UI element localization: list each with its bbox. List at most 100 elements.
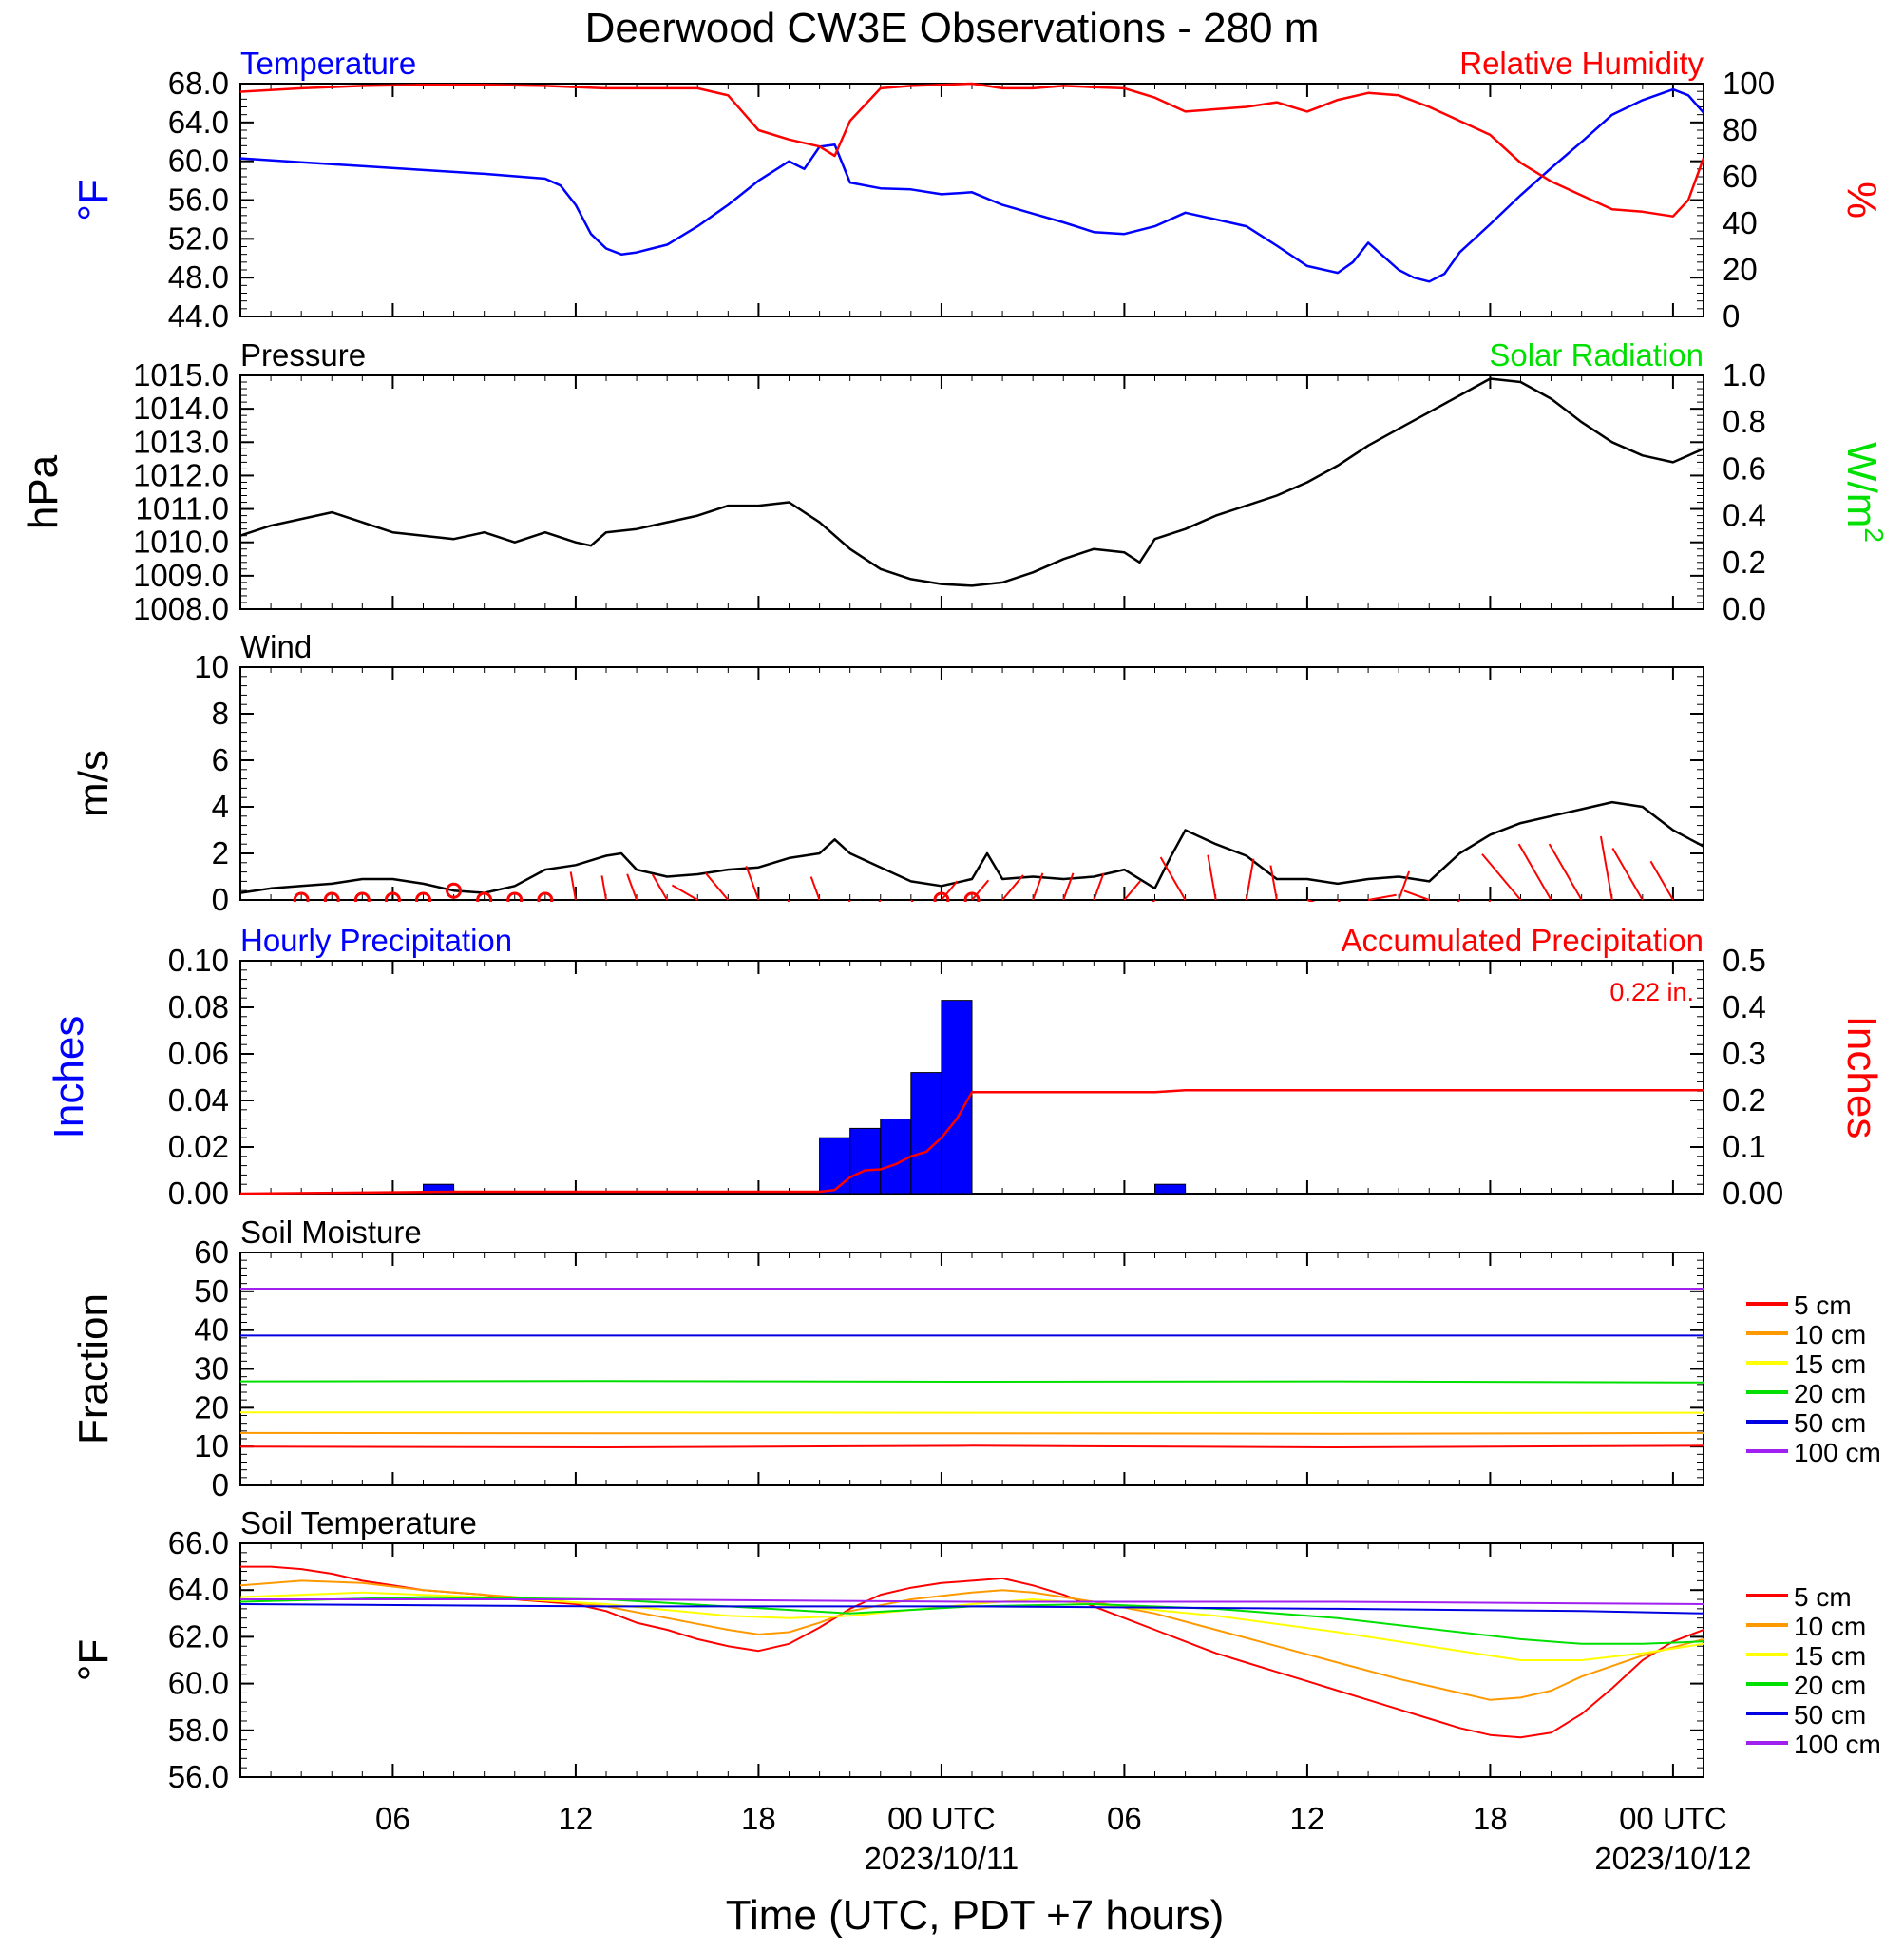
series-line: [240, 1596, 1704, 1645]
series-line: [240, 87, 1704, 283]
precip-bar: [423, 1183, 455, 1195]
x-date-label: 2023/10/11: [865, 1841, 1019, 1876]
series-line: [240, 1598, 1704, 1605]
series-line: [240, 1411, 1704, 1414]
precip-bar: [849, 1127, 882, 1195]
calm-wind-marker: [415, 891, 431, 902]
y2-axis-title: Inches: [1838, 1016, 1885, 1139]
y-tick-label: 52.0: [168, 220, 229, 256]
x-tick-label: 12: [559, 1801, 594, 1836]
y-tick-label: 68.0: [168, 66, 229, 101]
series-line: [240, 1591, 1704, 1661]
legend-label: 100 cm: [1794, 1438, 1881, 1467]
x-tick-label: 00 UTC: [887, 1801, 996, 1836]
y-tick-label: 1011.0: [136, 491, 229, 526]
wind-barb: [1001, 874, 1024, 901]
y-axis-title: Fraction: [70, 1293, 117, 1444]
wind-barb: [910, 899, 914, 902]
precip-bar: [819, 1137, 851, 1195]
panel-left-label: Soil Temperature: [240, 1505, 477, 1540]
y-tick-label: 1009.0: [133, 558, 229, 593]
figure-title: Deerwood CW3E Observations - 280 m: [585, 5, 1320, 51]
legend-label: 50 cm: [1794, 1700, 1866, 1730]
y-tick-label: 44.0: [168, 298, 229, 334]
wind-barb: [1649, 860, 1674, 901]
legend-label: 20 cm: [1794, 1671, 1866, 1700]
wind-barb: [1269, 865, 1278, 901]
y-tick-label: 0.00: [168, 1176, 229, 1211]
calm-wind-marker: [384, 891, 401, 902]
y-tick-label: 40: [194, 1312, 229, 1348]
x-axis-title: Time (UTC, PDT +7 hours): [726, 1892, 1224, 1939]
y-tick-label: 60: [194, 1234, 229, 1270]
y-tick-label: 60.0: [168, 1666, 229, 1701]
y2-tick-label: 0.0: [1723, 591, 1766, 626]
y2-tick-label: 0.4: [1723, 989, 1766, 1024]
y-tick-label: 8: [212, 696, 229, 731]
x-tick-label: 12: [1290, 1801, 1325, 1836]
y2-tick-label: 20: [1723, 252, 1758, 287]
y-tick-label: 50: [194, 1273, 229, 1309]
y-tick-label: 0.06: [168, 1036, 229, 1071]
wind-barb: [1093, 872, 1105, 901]
y-tick-label: 56.0: [168, 182, 229, 218]
panel-2: 1015.01014.01013.01012.01011.01010.01009…: [20, 337, 1889, 626]
y-tick-label: 0: [212, 1467, 229, 1502]
y2-tick-label: 40: [1723, 205, 1758, 240]
panel-4: 0.10 0.08 0.06 0.04 0.02 0.00 0.5 0.4 0.3 0.2 0.1 0…: [46, 923, 1885, 1211]
legend-label: 5 cm: [1794, 1582, 1852, 1612]
y-tick-label: 2: [212, 835, 229, 870]
y2-tick-label: 0.2: [1723, 1082, 1766, 1118]
y-tick-label: 1013.0: [133, 424, 229, 459]
legend-label: 15 cm: [1794, 1349, 1866, 1379]
series-line: [240, 1603, 1704, 1615]
data-layer: [240, 82, 1704, 283]
y-tick-label: 4: [212, 789, 229, 824]
precip-bar: [910, 1072, 942, 1195]
y-tick-label: 0: [212, 882, 229, 917]
y-tick-label: 1015.0: [133, 357, 229, 392]
y-tick-label: 58.0: [168, 1712, 229, 1748]
y-axis-title: Inches: [46, 1016, 92, 1139]
y-tick-label: 20: [194, 1389, 229, 1425]
panel-3: 10 8 6 4 2 0 Wind m/s: [70, 629, 1704, 917]
y2-tick-label: 0.4: [1723, 498, 1766, 533]
panel-1: 68.0 64.060.056.052.048.044.0 100 80 60 40 20 0…: [70, 46, 1885, 334]
wind-barb: [1152, 899, 1156, 902]
plot-frame: [239, 666, 1704, 901]
legend-label: 15 cm: [1794, 1641, 1866, 1671]
series-line: [240, 1431, 1704, 1435]
wind-barb: [1517, 843, 1552, 901]
wind-barb: [878, 899, 882, 902]
y-axis-title: m/s: [70, 750, 117, 817]
wind-barb: [847, 899, 851, 902]
y-tick-label: 1012.0: [133, 457, 229, 492]
legend-label: 100 cm: [1794, 1730, 1881, 1759]
wind-barb: [1207, 854, 1217, 901]
y2-tick-label: 0.1: [1723, 1129, 1766, 1164]
y2-tick-label: 0: [1723, 298, 1740, 334]
legend-label: 10 cm: [1794, 1612, 1866, 1641]
y2-tick-label: 0.8: [1723, 404, 1766, 439]
x-tick-label: 06: [375, 1801, 410, 1836]
y-tick-label: 1008.0: [133, 591, 229, 626]
wind-barb: [1403, 889, 1430, 901]
calm-wind-marker: [933, 891, 950, 902]
panel-left-label: Hourly Precipitation: [240, 923, 512, 958]
legend-label: 50 cm: [1794, 1408, 1866, 1438]
panel-right-label: Solar Radiation: [1489, 337, 1704, 373]
y-tick-label: 56.0: [168, 1759, 229, 1794]
series-line: [240, 377, 1704, 587]
y-tick-label: 6: [212, 742, 229, 777]
y-axis-title: °F: [70, 1639, 117, 1681]
y-tick-label: 64.0: [168, 105, 229, 140]
wind-barb: [1599, 835, 1613, 901]
x-tick-label: 18: [741, 1801, 776, 1836]
wind-barb: [1481, 853, 1522, 901]
x-date-label: 2023/10/12: [1594, 1841, 1751, 1876]
wind-barb: [671, 884, 698, 901]
x-tick-label: 00 UTC: [1619, 1801, 1727, 1836]
y-tick-label: 0.08: [168, 989, 229, 1024]
